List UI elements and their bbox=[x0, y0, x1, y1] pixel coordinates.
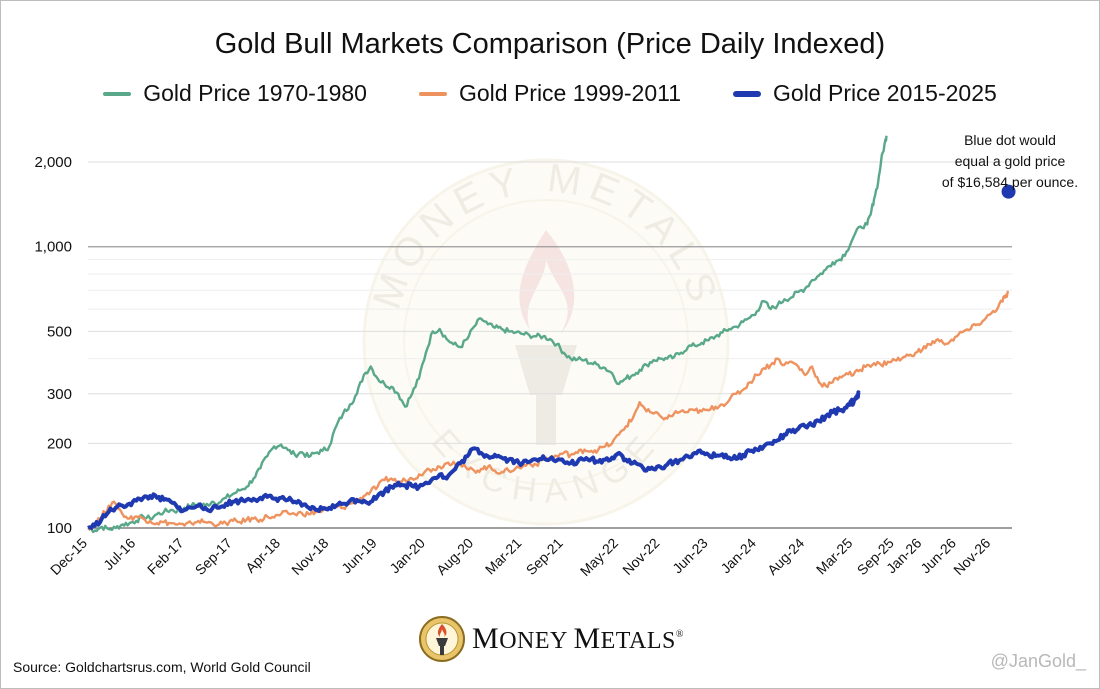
legend-swatch-1970 bbox=[103, 91, 132, 96]
legend-label-1970: Gold Price 1970-1980 bbox=[143, 80, 367, 106]
chart-title: Gold Bull Markets Comparison (Price Dail… bbox=[214, 28, 886, 60]
x-tick-label: Feb-17 bbox=[144, 535, 187, 578]
x-tick-label: Aug-24 bbox=[764, 535, 807, 578]
legend-swatch-2015 bbox=[733, 90, 762, 97]
legend-swatch-1999 bbox=[418, 91, 447, 96]
series-group bbox=[87, 135, 1009, 534]
watermark-seal: MONEY METALS EXCHANGE bbox=[362, 156, 730, 526]
x-tick-label: Nov-18 bbox=[288, 535, 331, 578]
x-tick-label: Apr-18 bbox=[242, 535, 283, 576]
highlight-dot bbox=[1001, 184, 1016, 199]
annotation: Blue dot would equal a gold price of $16… bbox=[920, 130, 1100, 193]
x-tick-label: Jul-16 bbox=[100, 535, 138, 573]
legend-item-1970: Gold Price 1970-1980 bbox=[103, 80, 367, 107]
x-tick-label: Aug-20 bbox=[433, 535, 476, 578]
annotation-line-1: Blue dot would bbox=[964, 132, 1056, 148]
x-tick-label: Sep-21 bbox=[523, 535, 566, 578]
author-handle: @JanGold_ bbox=[990, 651, 1086, 671]
x-tick-label: May-22 bbox=[577, 535, 621, 579]
x-axis-ticks: Dec-15 Jul-16 Feb-17 Sep-17 Apr-18 Nov-18 Jun-… bbox=[47, 535, 994, 579]
source-text: Source: Goldchartsrus.com, World Gold Co… bbox=[13, 659, 311, 675]
y-tick-label: 1,000 bbox=[34, 239, 72, 256]
y-tick-label: 500 bbox=[47, 323, 72, 340]
x-tick-label: Mar-21 bbox=[482, 535, 525, 578]
grid bbox=[88, 161, 1012, 444]
x-tick-label: Jun-19 bbox=[338, 535, 380, 577]
x-tick-label: Mar-25 bbox=[813, 535, 856, 578]
y-tick-label: 200 bbox=[47, 435, 72, 452]
series-line-3 bbox=[87, 390, 861, 530]
torch-seal-icon bbox=[419, 616, 465, 662]
brand-logo: MONEY METALS® bbox=[418, 614, 684, 664]
x-tick-label: Dec-15 bbox=[47, 535, 90, 578]
x-tick-label: Jan-24 bbox=[717, 535, 759, 577]
y-axis-ticks: 100 200 300 500 1,000 2,000 bbox=[34, 154, 72, 537]
legend-label-2015: Gold Price 2015-2025 bbox=[773, 80, 997, 106]
x-tick-label: Sep-17 bbox=[192, 535, 235, 578]
annotation-line-3: of $16,584 per ounce. bbox=[941, 174, 1079, 190]
legend-item-1999: Gold Price 1999-2011 bbox=[418, 80, 682, 107]
y-tick-label: 100 bbox=[47, 520, 72, 537]
y-tick-label: 300 bbox=[47, 386, 72, 403]
legend-label-1999: Gold Price 1999-2011 bbox=[458, 80, 682, 106]
series-line-1 bbox=[87, 135, 888, 534]
legend: Gold Price 1970-1980 Gold Price 1999-201… bbox=[0, 80, 1100, 107]
x-tick-label: Nov-22 bbox=[619, 535, 662, 578]
x-tick-label: Jan-20 bbox=[386, 535, 428, 577]
x-tick-label: Jun-23 bbox=[669, 535, 711, 577]
legend-item-2015: Gold Price 2015-2025 bbox=[733, 80, 997, 107]
y-tick-label: 2,000 bbox=[34, 154, 72, 171]
brand-name: MONEY METALS® bbox=[472, 622, 684, 655]
annotation-line-2: equal a gold price bbox=[954, 153, 1066, 169]
x-tick-label: Nov-26 bbox=[950, 535, 993, 578]
